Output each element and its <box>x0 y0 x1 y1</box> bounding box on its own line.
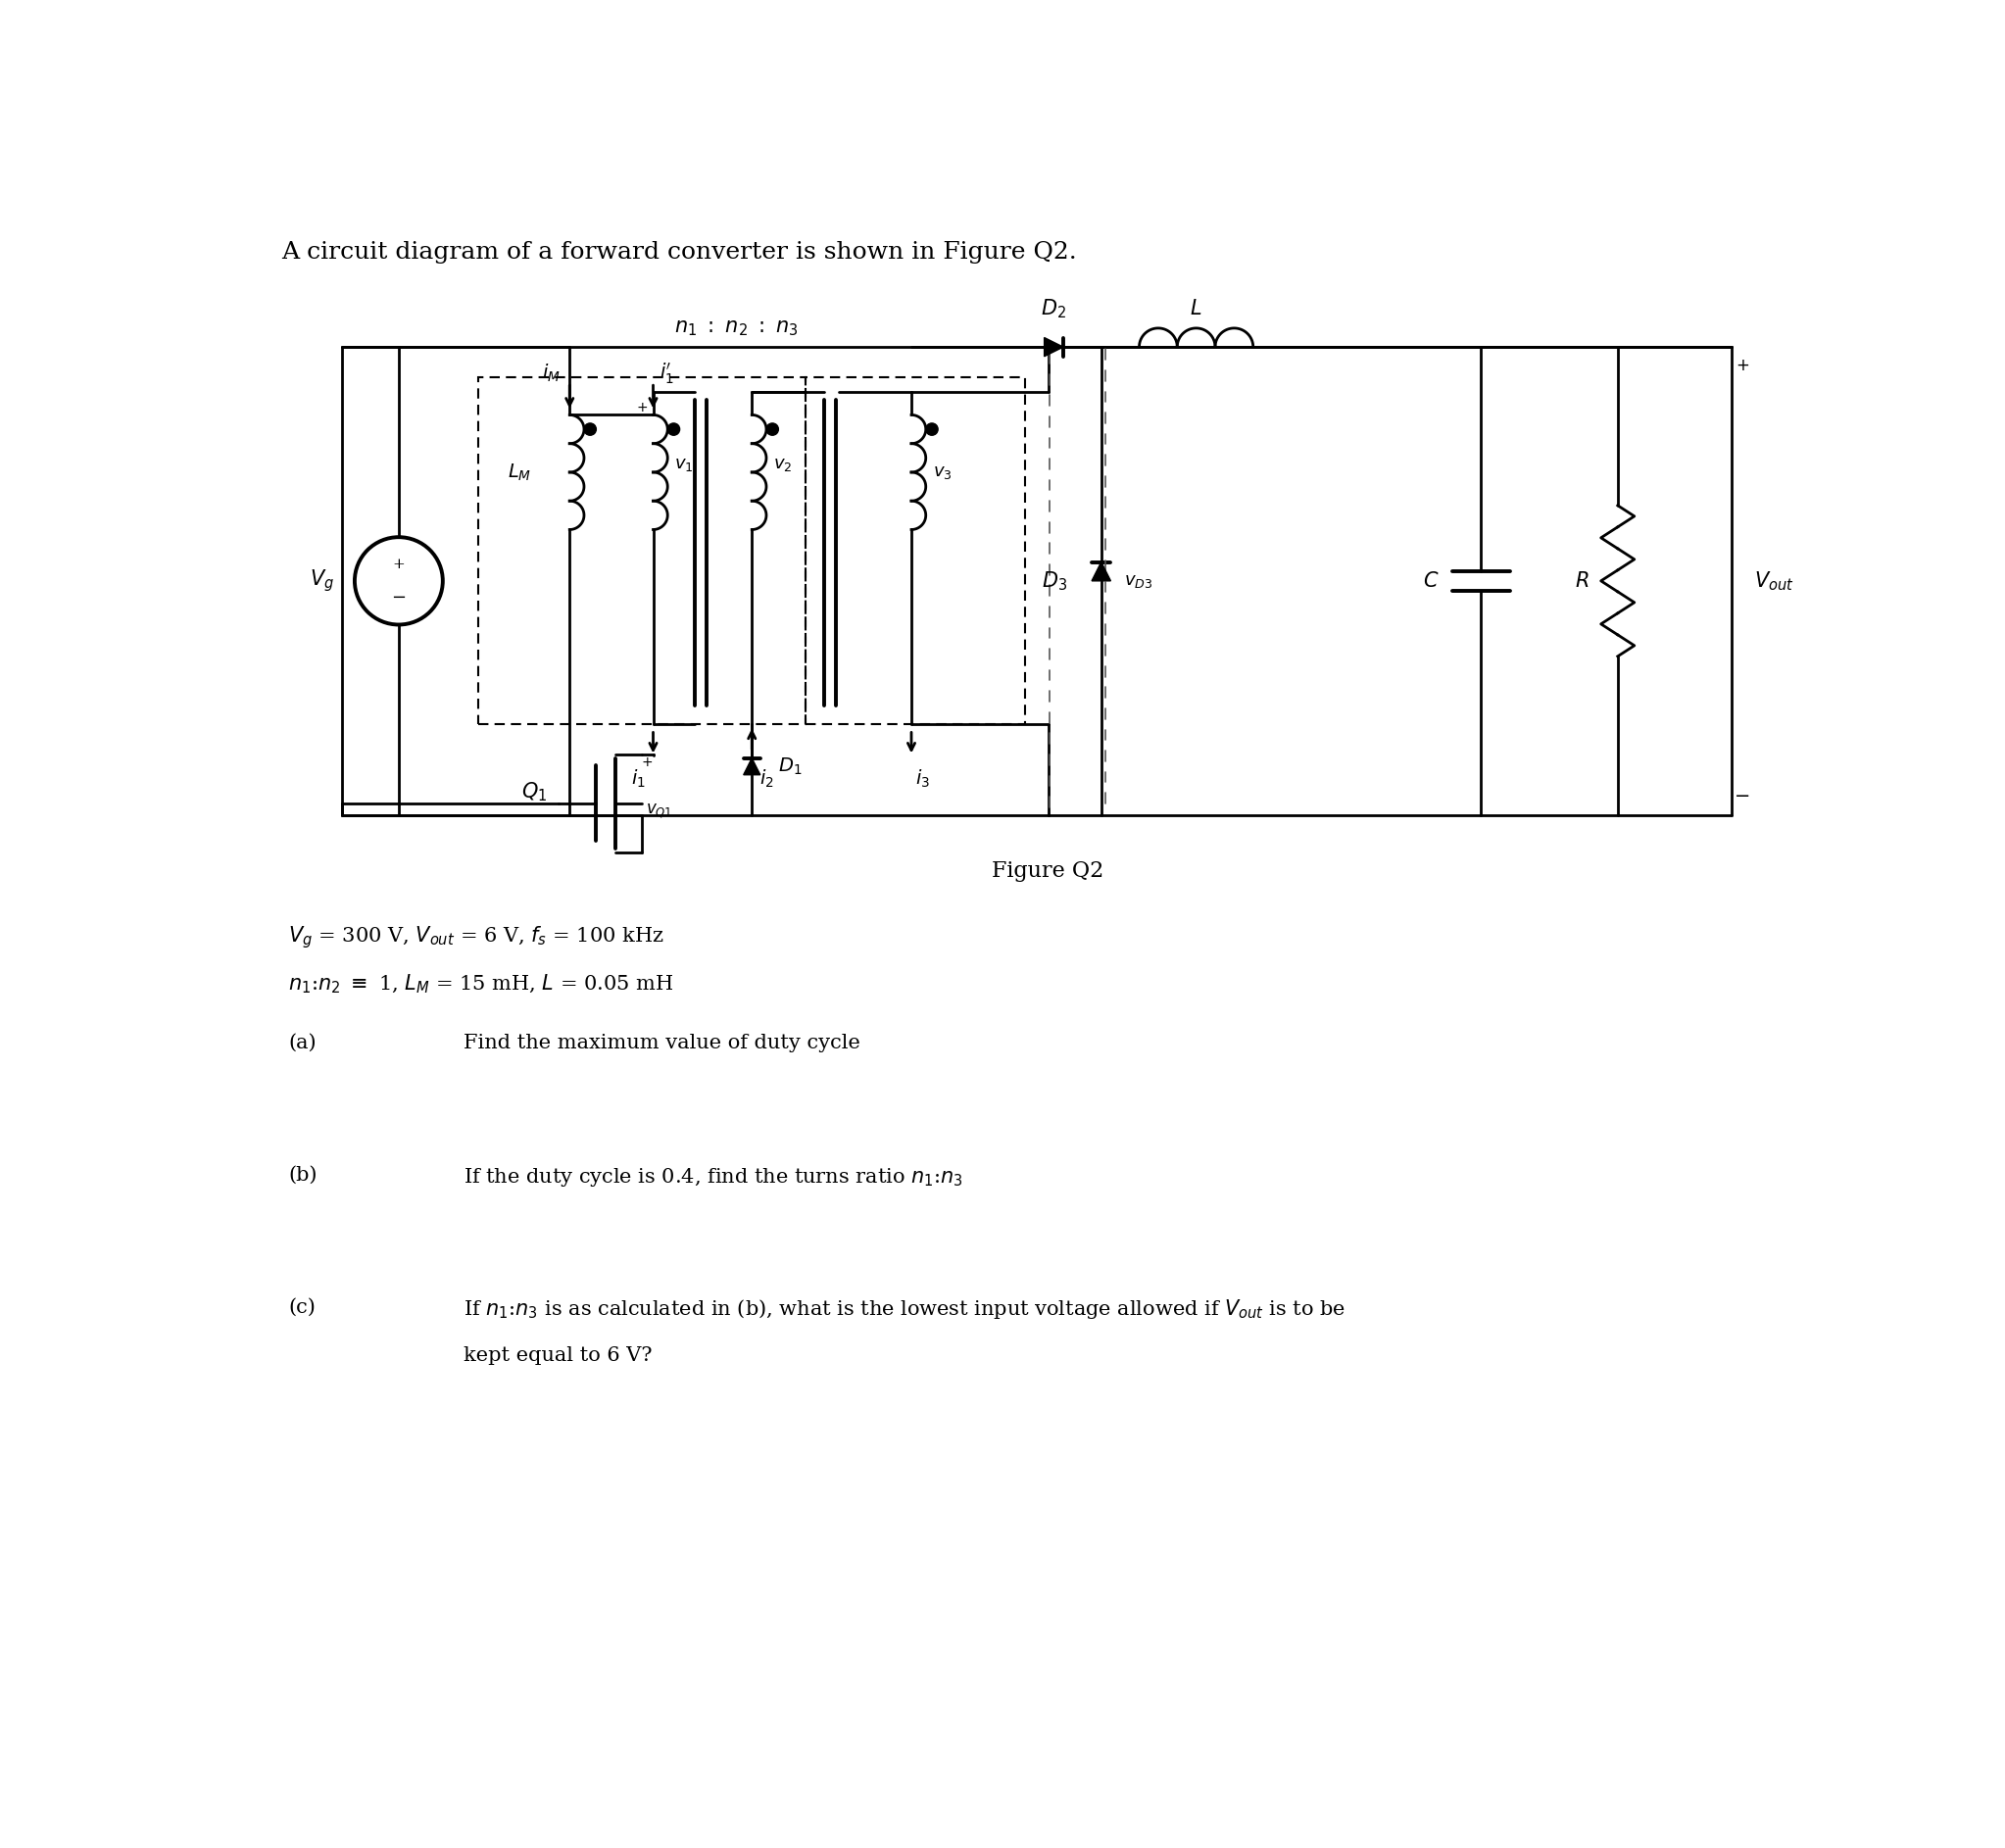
Text: $i_2$: $i_2$ <box>760 769 774 789</box>
Text: $L$: $L$ <box>1191 299 1203 318</box>
Polygon shape <box>1093 562 1111 580</box>
Bar <box>479 377 806 724</box>
Text: $D_2$: $D_2$ <box>1041 298 1067 320</box>
Text: $D_1$: $D_1$ <box>778 756 802 776</box>
Text: +: + <box>393 558 405 571</box>
Text: $v_{D3}$: $v_{D3}$ <box>1125 573 1153 590</box>
Polygon shape <box>744 758 760 774</box>
Text: $L_M$: $L_M$ <box>507 462 531 482</box>
Circle shape <box>668 423 680 436</box>
Text: If $n_1$:$n_3$ is as calculated in (b), what is the lowest input voltage allowed: If $n_1$:$n_3$ is as calculated in (b), … <box>463 1297 1345 1321</box>
Text: $V_{out}$: $V_{out}$ <box>1754 569 1794 593</box>
Text: $v_{Q1}$: $v_{Q1}$ <box>646 802 672 821</box>
Text: −: − <box>1734 787 1750 806</box>
Text: If the duty cycle is 0.4, find the turns ratio $n_1$:$n_3$: If the duty cycle is 0.4, find the turns… <box>463 1166 962 1188</box>
Text: $V_g$: $V_g$ <box>309 567 335 593</box>
Text: (c): (c) <box>289 1297 317 1316</box>
Circle shape <box>926 423 938 436</box>
Polygon shape <box>1045 338 1063 357</box>
Circle shape <box>766 423 778 436</box>
Text: $V_g$ = 300 V, $V_{out}$ = 6 V, $f_s$ = 100 kHz: $V_g$ = 300 V, $V_{out}$ = 6 V, $f_s$ = … <box>289 924 664 950</box>
Text: (a): (a) <box>289 1033 317 1052</box>
Text: $i_1$: $i_1$ <box>632 769 646 789</box>
Text: $i_M$: $i_M$ <box>541 362 561 384</box>
Text: $D_3$: $D_3$ <box>1041 569 1067 593</box>
Text: $i_3$: $i_3$ <box>914 769 930 789</box>
Text: $n_1 \ : \ n_2 \ : \ n_3$: $n_1 \ : \ n_2 \ : \ n_3$ <box>674 318 798 338</box>
Text: $C$: $C$ <box>1424 571 1440 591</box>
Text: Find the maximum value of duty cycle: Find the maximum value of duty cycle <box>463 1033 860 1052</box>
Text: $Q_1$: $Q_1$ <box>521 780 547 804</box>
Text: $v_2$: $v_2$ <box>774 456 792 473</box>
Text: $R$: $R$ <box>1574 571 1588 591</box>
Text: $i_1'$: $i_1'$ <box>660 360 674 386</box>
Text: Figure Q2: Figure Q2 <box>992 859 1105 881</box>
Text: (b): (b) <box>289 1166 317 1185</box>
Text: +: + <box>636 401 648 414</box>
Text: $v_3$: $v_3$ <box>932 464 952 480</box>
Text: +: + <box>1736 357 1750 375</box>
Bar <box>806 377 1025 724</box>
Text: −: − <box>391 590 407 606</box>
Text: +: + <box>642 756 654 769</box>
Text: A circuit diagram of a forward converter is shown in Figure Q2.: A circuit diagram of a forward converter… <box>281 242 1077 264</box>
Circle shape <box>583 423 595 436</box>
Text: $n_1$:$n_2$ $\equiv$ 1, $L_M$ = 15 mH, $L$ = 0.05 mH: $n_1$:$n_2$ $\equiv$ 1, $L_M$ = 15 mH, $… <box>289 974 674 996</box>
Text: $v_1$: $v_1$ <box>674 456 694 473</box>
Text: kept equal to 6 V?: kept equal to 6 V? <box>463 1347 652 1366</box>
